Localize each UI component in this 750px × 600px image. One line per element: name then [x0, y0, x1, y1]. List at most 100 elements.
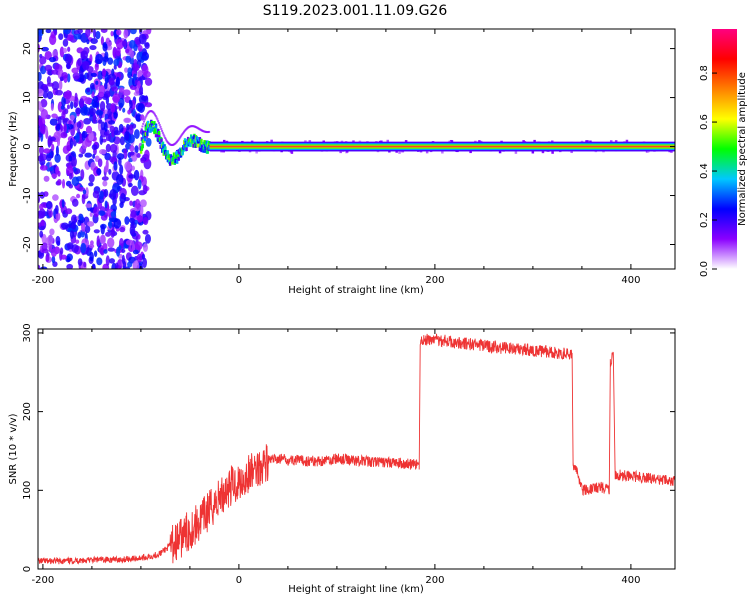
snr-frame — [37, 328, 676, 570]
spectrogram-cell — [61, 110, 66, 120]
spectrogram-cell — [157, 120, 160, 123]
spectrogram-cell — [38, 145, 44, 156]
snr-xtick-label: 200 — [425, 575, 444, 586]
spectrogram-xtick-label: 200 — [425, 275, 444, 286]
spectrogram-cell — [193, 134, 196, 139]
spectrogram-cell — [71, 156, 77, 168]
spectrogram-cell — [46, 200, 53, 210]
spectrogram-cell — [43, 148, 51, 154]
spectrogram-cell — [177, 154, 180, 159]
spectrogram-cell — [122, 107, 126, 113]
spectrogram-cell — [164, 138, 167, 141]
spectrogram-cell — [84, 225, 91, 234]
spectrogram-cell — [83, 118, 91, 125]
spectrogram-cell — [41, 248, 49, 254]
spectrogram-cell — [137, 179, 142, 190]
spectrogram-cell — [124, 130, 130, 141]
spectrogram-cell — [339, 150, 342, 154]
spectrogram-cell — [186, 143, 189, 148]
spectrogram-cell — [139, 114, 145, 121]
spectrogram-cell — [179, 136, 182, 139]
spectrogram-cell — [86, 39, 90, 45]
spectrogram-cell — [129, 144, 135, 152]
spectrogram-cell — [107, 41, 112, 47]
spectrogram-cell — [138, 33, 147, 45]
spectrogram-cell — [181, 133, 184, 136]
spectrogram-cell — [94, 63, 99, 71]
spectrogram-cell — [102, 68, 107, 77]
spectrogram-cell — [154, 133, 158, 138]
snr-panel: -200 0 200 400 0 100 200 300 Height of straight… — [8, 323, 676, 595]
spectrogram-cell — [61, 199, 65, 208]
snr-xtick-label: -200 — [32, 575, 55, 586]
spectrogram-cell — [115, 76, 120, 87]
spectrogram-cell — [115, 29, 122, 36]
spectrogram-cell — [154, 124, 158, 129]
spectrogram-cell — [478, 140, 481, 143]
spectrogram-cell — [102, 180, 108, 187]
spectrogram-cell — [208, 141, 211, 146]
spectrogram-cell — [70, 101, 74, 110]
spectrogram-cell — [129, 100, 133, 109]
spectrogram-cell — [38, 101, 42, 110]
spectrogram-cell — [541, 150, 545, 154]
spectrogram-cell — [42, 90, 48, 99]
colorbar-tick-label: 0.4 — [699, 163, 710, 179]
spectrogram-cell — [86, 87, 91, 93]
spectrogram-cell — [66, 257, 71, 263]
spectrogram-cell — [85, 125, 93, 134]
spectrogram-cell — [570, 150, 573, 154]
spectrogram-cell — [92, 113, 97, 124]
spectrogram-cell — [109, 125, 115, 133]
spectrogram-cell — [60, 254, 67, 260]
spectrogram-cell — [130, 210, 137, 218]
spectrogram-cell — [171, 160, 174, 165]
spectrogram-cell — [69, 137, 74, 149]
spectrogram-cell — [84, 97, 93, 105]
spectrogram-cell — [144, 102, 153, 108]
spectrogram-cell — [110, 211, 117, 218]
spectrogram-cell — [144, 233, 151, 244]
spectrogram-cell — [304, 140, 307, 143]
spectrogram-cell — [113, 218, 122, 229]
spectrogram-cell — [133, 62, 138, 73]
spectrogram-cell — [156, 118, 159, 121]
spectrogram-cell — [63, 91, 70, 99]
spectrogram-cell — [55, 145, 59, 156]
spectrogram-cell — [63, 123, 67, 133]
spectrogram-cell — [69, 114, 75, 121]
snr-ytick-label: 0 — [22, 566, 33, 572]
spectrogram-cell — [398, 151, 401, 154]
spectrogram-ytick-label: 20 — [22, 42, 33, 55]
spectrogram-cell — [95, 53, 104, 65]
spectrogram-cell — [73, 33, 81, 40]
spectrogram-cell — [93, 229, 100, 234]
spectrogram-cell — [118, 244, 122, 251]
spectrogram-cell — [533, 139, 536, 143]
spectrogram-cell — [141, 139, 144, 144]
spectrogram-cell — [140, 137, 144, 142]
spectrogram-xtick-label: 400 — [621, 275, 640, 286]
spectrogram-cell — [89, 212, 93, 217]
spectrogram-cell — [161, 144, 165, 149]
spectrogram-cell — [144, 77, 153, 86]
spectrogram-cell — [90, 72, 97, 77]
snr-xtick-label: 400 — [621, 575, 640, 586]
spectrogram-cell — [48, 209, 53, 218]
spectrogram-cell — [41, 233, 47, 244]
spectrogram-cell — [76, 193, 81, 199]
spectrogram-cell — [38, 29, 44, 37]
spectrogram-cell — [89, 251, 94, 262]
spectrogram-cell — [670, 150, 673, 153]
spectrogram-cell — [115, 47, 121, 57]
spectrogram-cell — [141, 125, 144, 128]
spectrogram-cell — [54, 153, 61, 163]
spectrogram-cell — [98, 84, 105, 96]
spectrogram-cell — [144, 116, 147, 119]
spectrogram-cell — [103, 189, 109, 198]
spectrogram-cell — [95, 80, 99, 85]
spectrogram-cell — [113, 64, 117, 70]
spectrogram-cell — [46, 76, 51, 85]
spectrogram-cell — [39, 203, 44, 211]
spectrogram-cell — [96, 235, 100, 247]
